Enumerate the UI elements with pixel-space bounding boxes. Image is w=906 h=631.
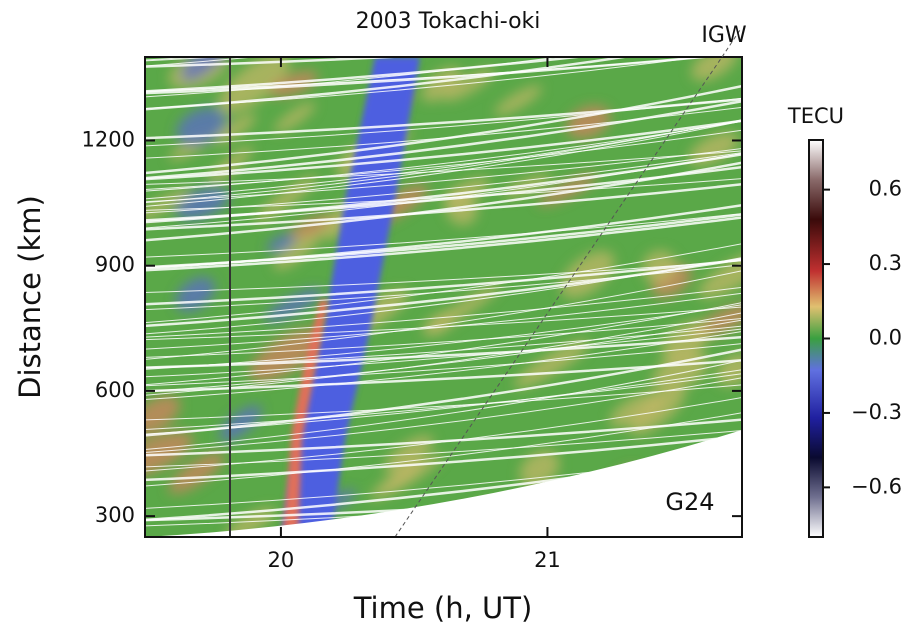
texture (266, 233, 297, 253)
texture (688, 132, 740, 166)
x-axis-label: Time (h, UT) (353, 591, 533, 625)
texture (145, 395, 181, 436)
x-tick-label: 21 (534, 548, 561, 572)
annotation: G24 (665, 488, 714, 516)
texture (494, 85, 542, 116)
colorbar-tick-label: −0.6 (851, 474, 902, 498)
colorbar-tick-label: 0.6 (869, 177, 902, 201)
y-axis-label: Distance (km) (13, 195, 47, 399)
texture (609, 391, 666, 428)
texture (269, 70, 318, 98)
plot-frame (144, 56, 743, 538)
x-tick-label: 20 (268, 548, 295, 572)
colorbar (808, 139, 824, 538)
texture (698, 250, 742, 299)
y-tick-label: 1200 (82, 127, 135, 151)
colorbar-label: TECU (787, 104, 844, 128)
y-tick-label: 900 (95, 253, 135, 277)
texture (145, 189, 192, 223)
texture (218, 57, 290, 114)
texture (514, 339, 590, 389)
y-tick-label: 600 (95, 378, 135, 402)
annotation: IGW (701, 23, 747, 48)
texture (249, 328, 323, 382)
colorbar-tick-label: 0.3 (869, 251, 902, 275)
y-tick-label: 300 (95, 503, 135, 527)
colorbar-tick-label: 0.0 (869, 326, 902, 350)
chart-title: 2003 Tokachi-oki (356, 9, 541, 34)
texture (519, 450, 560, 488)
texture (538, 174, 598, 206)
texture (370, 460, 423, 501)
heatmap (145, 57, 742, 537)
colorbar-tick-label: −0.3 (851, 400, 902, 424)
texture (274, 102, 316, 133)
texture (691, 57, 738, 81)
texture (181, 57, 229, 82)
texture (213, 114, 257, 145)
